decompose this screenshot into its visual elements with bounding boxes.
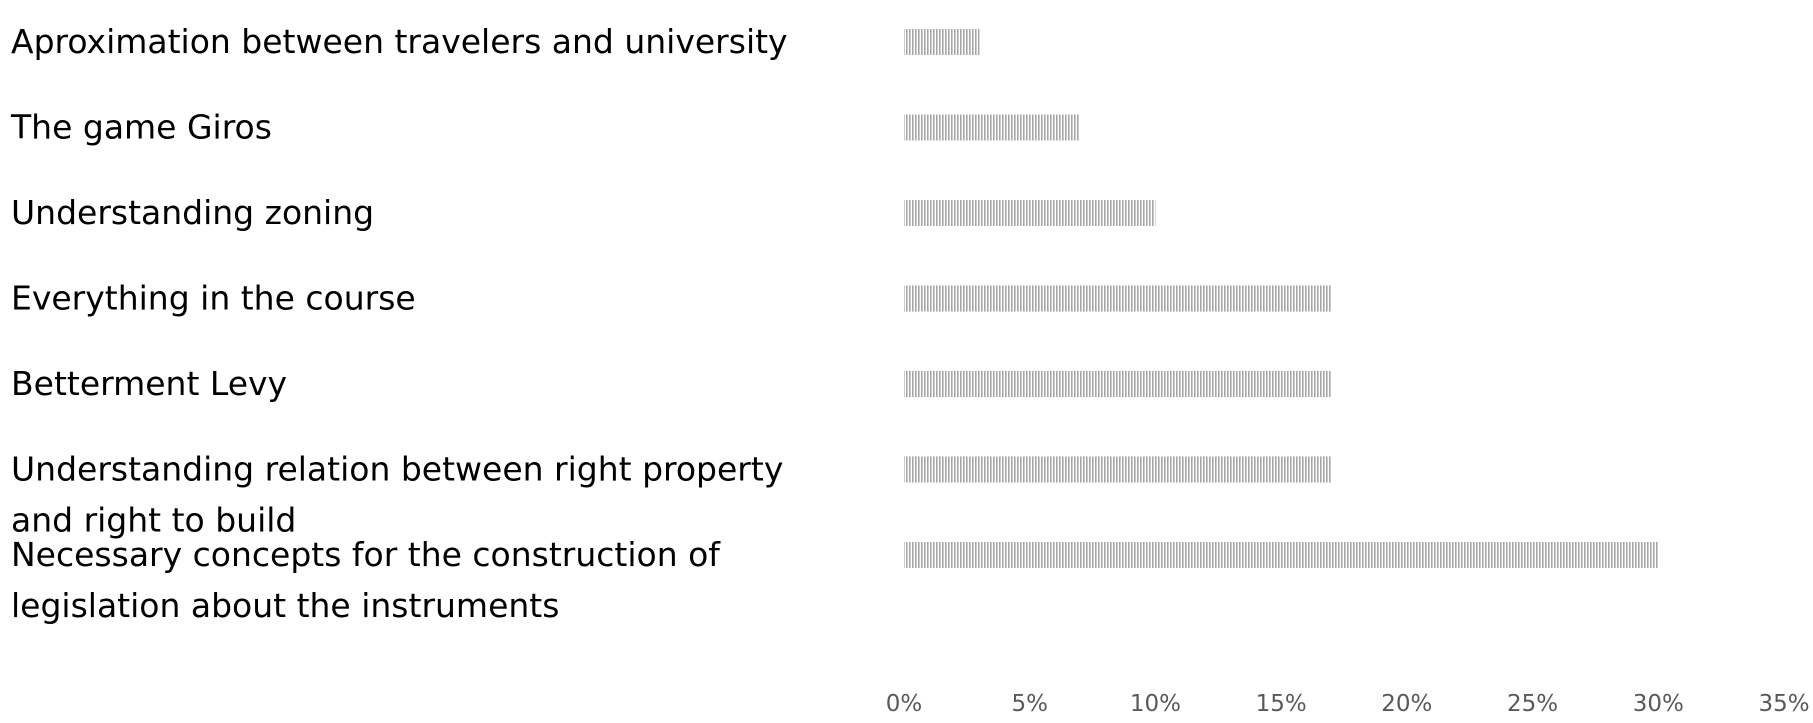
category-labels: Aproximation between travelers and unive…	[10, 22, 788, 625]
x-tick-label: 30%	[1633, 691, 1684, 717]
category-label: Everything in the course	[11, 279, 416, 318]
bar	[904, 542, 1659, 568]
x-tick-label: 25%	[1507, 691, 1558, 717]
x-axis-tick-labels: 0% 5% 10% 15% 20% 25% 30% 35%	[886, 691, 1810, 717]
category-label: Understanding relation between right pro…	[11, 450, 783, 540]
x-tick-label: 35%	[1758, 691, 1809, 717]
bar	[904, 29, 980, 55]
x-tick-label: 5%	[1011, 691, 1048, 717]
category-label: Aproximation between travelers and unive…	[11, 22, 788, 61]
x-tick-label: 15%	[1256, 691, 1307, 717]
x-tick-label: 10%	[1130, 691, 1181, 717]
bar	[904, 200, 1156, 226]
bar	[904, 114, 1080, 141]
x-tick-label: 0%	[886, 691, 923, 717]
bar	[904, 456, 1332, 483]
bar	[904, 371, 1332, 397]
bars	[904, 29, 1659, 568]
x-tick-label: 20%	[1381, 691, 1432, 717]
category-label: Understanding zoning	[11, 193, 374, 232]
category-label: Necessary concepts for the construction …	[11, 535, 721, 625]
bar	[904, 285, 1332, 312]
category-label: The game Giros	[10, 108, 272, 147]
category-label: Betterment Levy	[11, 364, 287, 403]
